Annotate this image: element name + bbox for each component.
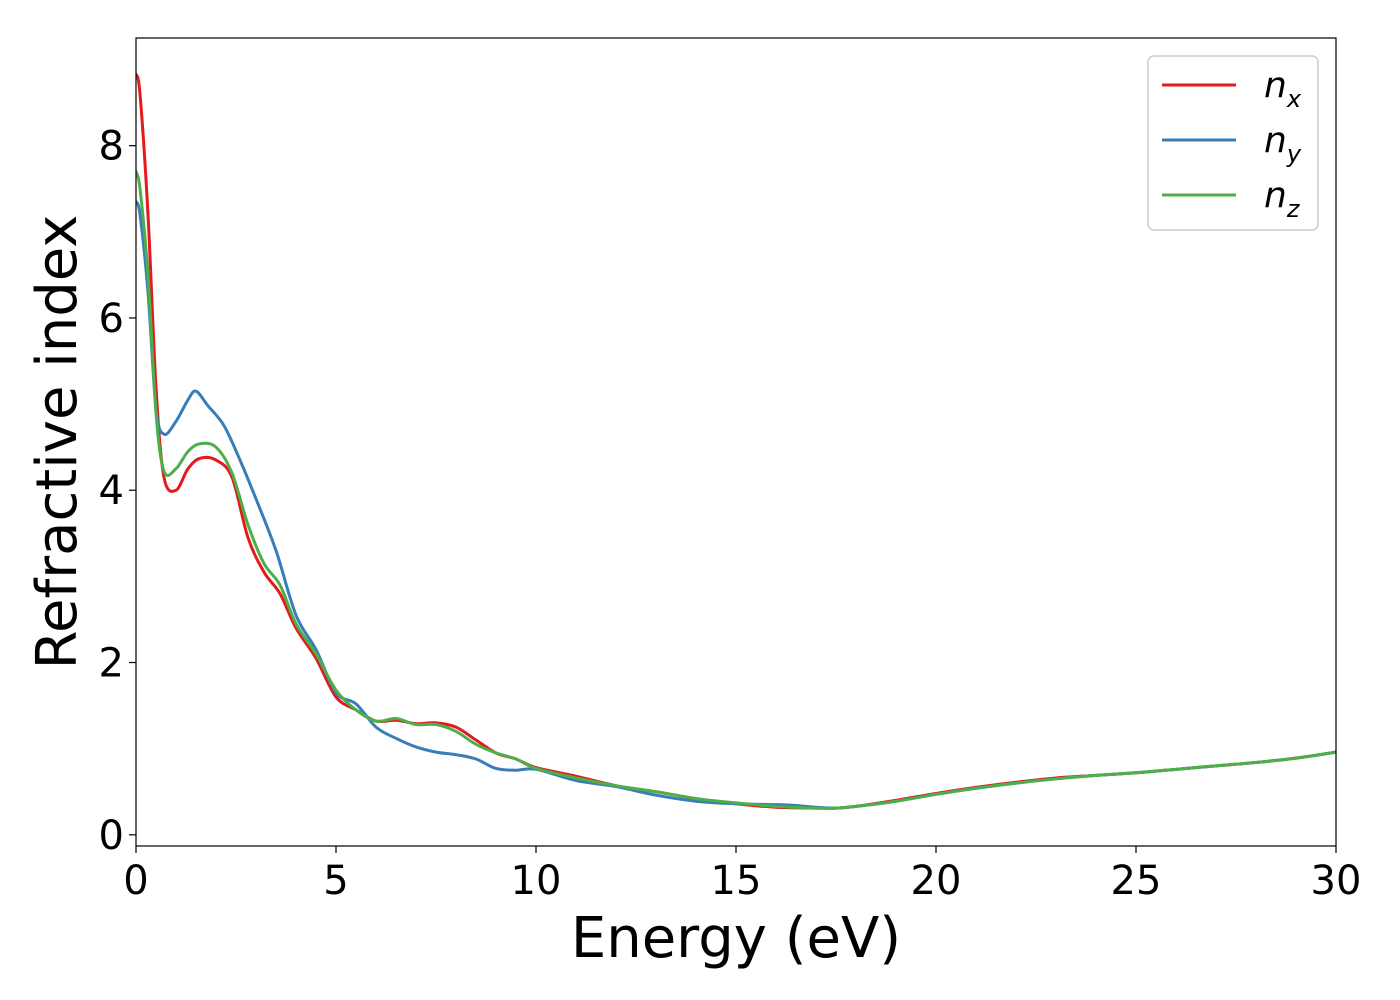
legend-box <box>1147 55 1319 231</box>
legend: nx ny nz <box>1147 55 1319 231</box>
x-tick-label: 10 <box>511 858 562 904</box>
series-line-z <box>136 170 1336 810</box>
x-axis-title: Energy (eV) <box>571 906 901 971</box>
y-tick-label: 2 <box>99 641 124 687</box>
x-tick-label: 15 <box>711 858 762 904</box>
x-tick-label: 5 <box>323 858 348 904</box>
legend-label-y: ny <box>1264 120 1302 168</box>
legend-label-z: nz <box>1264 175 1301 223</box>
x-tick-label: 25 <box>1111 858 1162 904</box>
legend-label-x: nx <box>1264 65 1302 113</box>
y-tick-label: 4 <box>99 468 124 514</box>
series-line-y <box>136 200 1336 810</box>
x-tick-label: 20 <box>911 858 962 904</box>
y-axis-title: Refractive index <box>25 215 90 670</box>
y-tick-label: 6 <box>99 296 124 342</box>
y-tick-label: 8 <box>99 124 124 170</box>
x-tick-label: 0 <box>123 858 148 904</box>
x-tick-label: 30 <box>1311 858 1362 904</box>
y-tick-label: 0 <box>99 813 124 859</box>
